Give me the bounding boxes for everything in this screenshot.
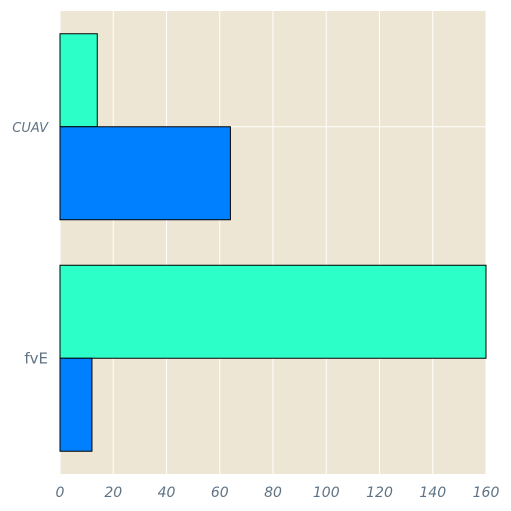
x-tick-label: 160 (473, 485, 500, 501)
category-label: CUAV (12, 121, 49, 136)
x-tick-label: 20 (104, 485, 122, 501)
category-label: fvE (24, 349, 48, 367)
x-tick-label: 140 (419, 485, 446, 501)
x-tick-label: 120 (366, 485, 393, 501)
bar-cuav-series-2 (60, 127, 230, 220)
x-tick-label: 100 (313, 485, 340, 501)
bar-cuav-series-1 (60, 34, 97, 127)
bar-fve-series-1 (60, 265, 486, 358)
x-tick-label: 0 (56, 485, 65, 501)
x-tick-label: 40 (158, 485, 176, 501)
x-tick-label: 80 (264, 485, 282, 501)
category-labels: CUAV fvE (12, 121, 49, 368)
x-axis-ticks: 0 20 40 60 80 100 120 140 160 (56, 485, 500, 501)
x-tick-label: 60 (211, 485, 229, 501)
bar-fve-series-2 (60, 358, 92, 451)
